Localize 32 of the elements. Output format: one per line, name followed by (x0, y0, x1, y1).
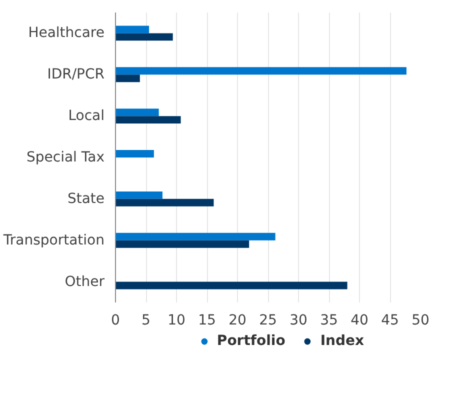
y-tick-label: Local (68, 108, 105, 124)
bar (116, 232, 276, 240)
y-tick-label: Healthcare (28, 25, 105, 42)
x-tick-label: 30 (290, 312, 308, 328)
bar (116, 67, 406, 75)
bar (116, 240, 250, 248)
x-tick-label: 25 (259, 312, 277, 328)
bar (116, 191, 162, 199)
bar (116, 33, 173, 41)
x-tick-label: 40 (350, 312, 368, 328)
bar (116, 150, 154, 158)
x-tick-label: 50 (412, 312, 430, 328)
y-tick-label: Transportation (2, 232, 105, 248)
legend-label: Index (320, 333, 364, 349)
x-tick-label: 5 (142, 312, 150, 328)
x-tick-label: 35 (320, 312, 338, 328)
bar (116, 282, 348, 290)
bar (116, 198, 214, 206)
legend-label: Portfolio (216, 333, 286, 349)
y-tick-label: IDR/PCR (47, 66, 105, 83)
bar (116, 26, 150, 34)
x-tick-label: 15 (198, 312, 216, 328)
y-tick-label: Other (64, 274, 105, 290)
bar (116, 108, 159, 116)
bar (116, 116, 181, 124)
bar (116, 74, 140, 82)
x-tick-label: 45 (381, 312, 399, 328)
x-tick-label: 0 (111, 312, 120, 328)
y-tick-label: Special Tax (26, 150, 105, 166)
y-tick-label: State (67, 190, 105, 207)
x-tick-label: 10 (168, 312, 186, 328)
x-tick-label: 20 (228, 312, 246, 328)
